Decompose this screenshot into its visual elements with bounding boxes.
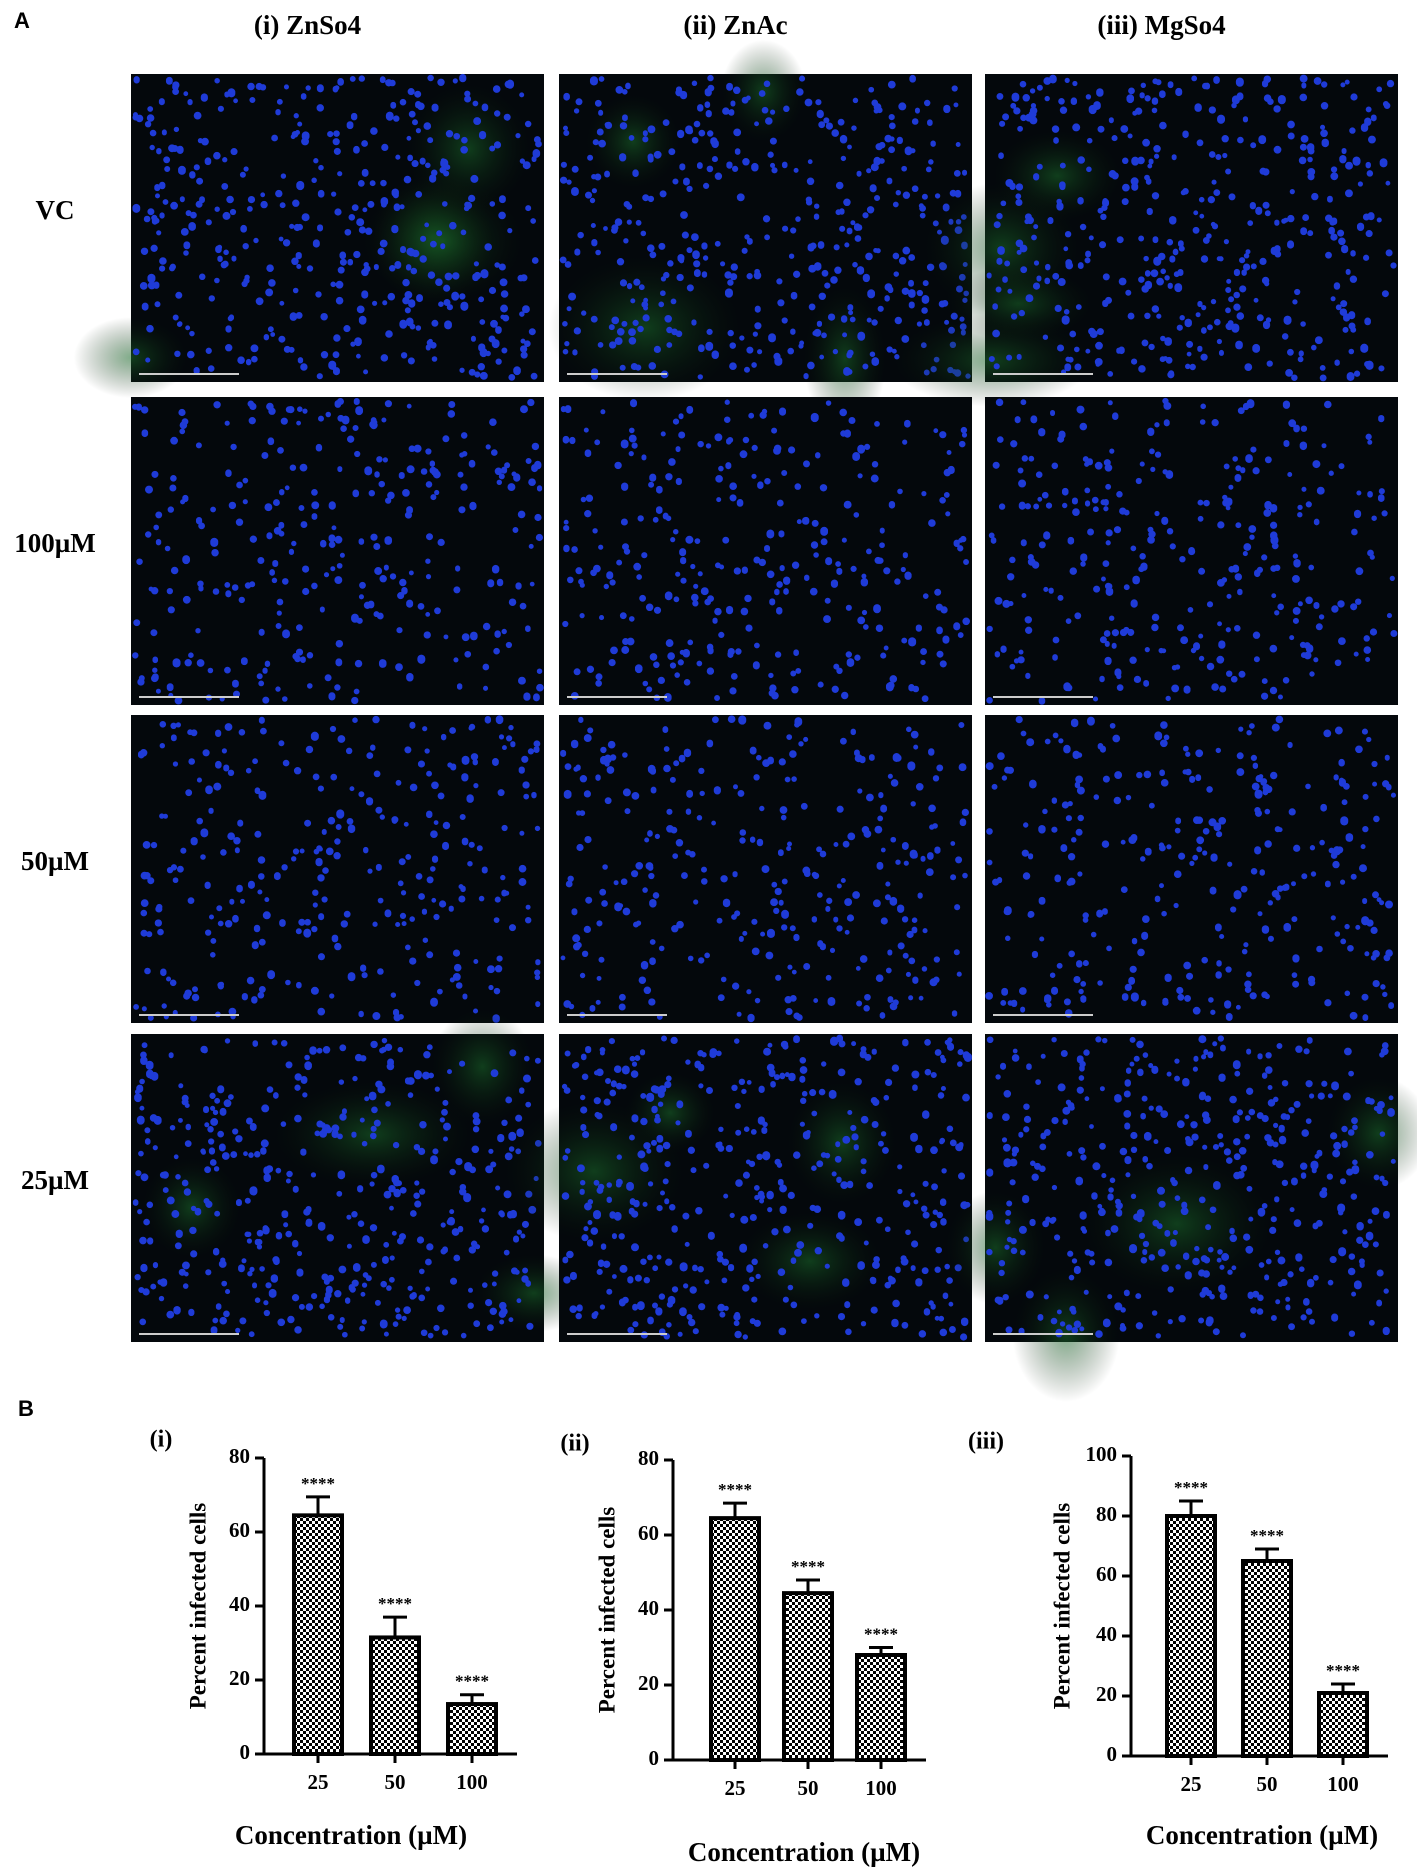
y-tick-label: 100 — [1086, 1442, 1118, 1466]
fluorescence-glow — [431, 1007, 534, 1126]
bar — [709, 1516, 761, 1762]
chart-title: (ii) — [560, 1431, 589, 1457]
y-tick-label: 60 — [1096, 1562, 1117, 1586]
y-tick-label: 60 — [229, 1518, 250, 1542]
fluorescence-glow — [1080, 1153, 1274, 1295]
nuclei — [560, 399, 970, 703]
x-axis-label: Concentration (µM) — [1146, 1820, 1378, 1850]
significance: **** — [864, 1624, 898, 1643]
row-label: VC — [36, 195, 75, 225]
row-label: 50µM — [21, 846, 89, 876]
nuclei — [985, 1035, 1396, 1339]
nuclei — [132, 397, 544, 705]
significance: **** — [301, 1474, 335, 1493]
chart-title: (iii) — [968, 1429, 1004, 1455]
y-tick-label: 0 — [1107, 1742, 1118, 1766]
nuclei — [985, 715, 1396, 1022]
fluorescence-glow — [944, 1190, 1046, 1305]
x-axis-label: Concentration (µM) — [235, 1820, 467, 1850]
significance: **** — [455, 1672, 489, 1691]
row-label: 25µM — [21, 1165, 89, 1195]
x-tick-label: 25 — [308, 1770, 329, 1794]
fluorescence-glow — [803, 285, 887, 432]
significance: **** — [718, 1480, 752, 1499]
y-tick-label: 20 — [229, 1666, 250, 1690]
y-tick-label: 80 — [229, 1444, 250, 1468]
y-tick-label: 40 — [638, 1596, 659, 1620]
bar — [369, 1635, 421, 1756]
bar — [782, 1591, 834, 1762]
fluorescence-glow — [548, 254, 743, 402]
x-tick-label: 100 — [865, 1776, 897, 1800]
y-tick-label: 60 — [638, 1521, 659, 1545]
fluorescence-glow — [73, 317, 189, 399]
fluorescence-glow — [503, 1100, 686, 1243]
x-tick-label: 100 — [1327, 1772, 1359, 1796]
fluorescence-glow — [585, 93, 681, 189]
y-tick-label: 40 — [1096, 1622, 1117, 1646]
x-tick-label: 25 — [725, 1776, 746, 1800]
bar — [855, 1653, 907, 1762]
y-tick-label: 0 — [240, 1740, 251, 1764]
y-tick-label: 20 — [638, 1671, 659, 1695]
bar — [1165, 1514, 1217, 1758]
row-label: 100µM — [14, 528, 96, 558]
x-tick-label: 25 — [1181, 1772, 1202, 1796]
y-axis-label: Percent infected cells — [594, 1507, 619, 1714]
panel-label: B — [18, 1396, 34, 1421]
y-axis-label: Percent infected cells — [185, 1503, 210, 1710]
x-tick-label: 100 — [456, 1770, 488, 1794]
y-tick-label: 40 — [229, 1592, 250, 1616]
bar — [446, 1702, 498, 1757]
x-tick-label: 50 — [798, 1776, 819, 1800]
nuclei — [132, 73, 542, 381]
column-header: (i) ZnSo4 — [254, 10, 361, 40]
fluorescence-glow — [405, 83, 531, 214]
significance: **** — [1250, 1526, 1284, 1545]
nuclei — [560, 715, 969, 1023]
micrograph — [131, 397, 544, 705]
y-tick-label: 0 — [649, 1746, 660, 1770]
significance: **** — [1174, 1478, 1208, 1497]
x-axis-label: Concentration (µM) — [688, 1837, 920, 1867]
y-tick-label: 20 — [1096, 1682, 1117, 1706]
significance: **** — [1326, 1661, 1360, 1680]
nuclei — [133, 715, 541, 1023]
column-header: (ii) ZnAc — [683, 10, 787, 40]
micrograph — [985, 715, 1398, 1023]
panel-label: A — [14, 8, 30, 33]
y-tick-label: 80 — [638, 1446, 659, 1470]
significance: **** — [378, 1594, 412, 1613]
bar — [1317, 1691, 1369, 1758]
nuclei — [986, 397, 1398, 705]
nuclei — [132, 1037, 542, 1339]
x-tick-label: 50 — [1257, 1772, 1278, 1796]
y-tick-label: 80 — [1096, 1502, 1117, 1526]
bar — [292, 1513, 344, 1756]
column-header: (iii) MgSo4 — [1097, 10, 1225, 40]
x-tick-label: 50 — [385, 1770, 406, 1794]
y-axis-label: Percent infected cells — [1049, 1503, 1074, 1710]
micrograph — [131, 715, 544, 1023]
bar — [1241, 1559, 1293, 1758]
nuclei — [559, 74, 971, 380]
chart-title: (i) — [150, 1427, 173, 1453]
significance: **** — [791, 1557, 825, 1576]
